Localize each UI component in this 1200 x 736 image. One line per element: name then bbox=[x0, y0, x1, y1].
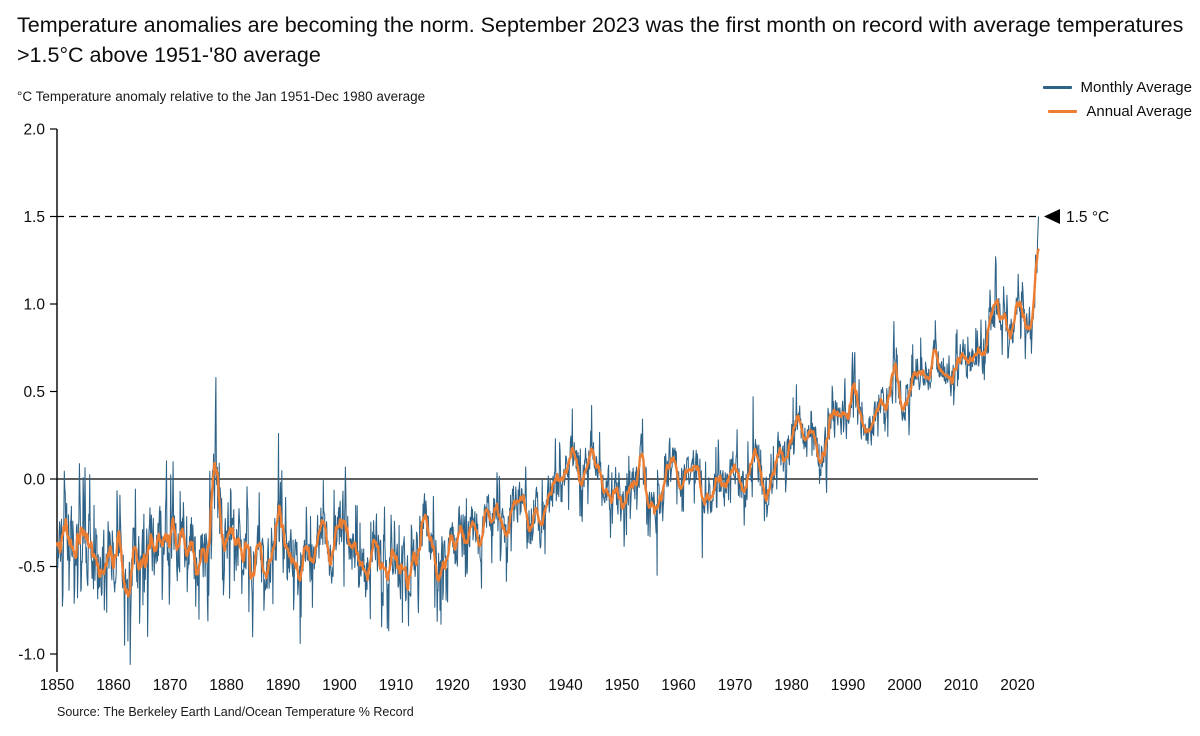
x-axis-tick-label: 1970 bbox=[718, 677, 753, 694]
legend-label-monthly: Monthly Average bbox=[1080, 79, 1192, 96]
x-axis-tick-label: 2020 bbox=[1000, 677, 1035, 694]
x-axis-tick-label: 2010 bbox=[944, 677, 979, 694]
page-title: Temperature anomalies are becoming the n… bbox=[17, 13, 1184, 67]
annual-line-swatch bbox=[1048, 110, 1078, 113]
x-axis-tick-label: 1870 bbox=[153, 677, 188, 694]
y-axis-tick-label: 1.5 bbox=[23, 209, 45, 226]
threshold-annotation-label: 1.5 °C bbox=[1066, 209, 1109, 226]
y-axis-tick-label: 0.0 bbox=[23, 472, 45, 489]
x-axis-tick-label: 1950 bbox=[605, 677, 640, 694]
x-axis-tick-label: 1910 bbox=[379, 677, 414, 694]
x-axis-tick-label: 1860 bbox=[96, 677, 131, 694]
annual-average-line bbox=[56, 248, 1040, 598]
legend-label-annual: Annual Average bbox=[1086, 103, 1192, 120]
x-axis-tick-label: 1880 bbox=[209, 677, 244, 694]
left-arrow-icon bbox=[1044, 209, 1060, 224]
monthly-average-line bbox=[56, 216, 1040, 666]
x-axis-tick-label: 1890 bbox=[266, 677, 301, 694]
y-axis-tick-label: 0.5 bbox=[23, 384, 45, 401]
legend-item-annual: Annual Average bbox=[1043, 103, 1192, 120]
x-axis-tick-label: 1920 bbox=[435, 677, 470, 694]
y-axis-tick-label: 1.0 bbox=[23, 297, 45, 314]
x-axis-tick-label: 1960 bbox=[661, 677, 696, 694]
y-axis-tick-label: -0.5 bbox=[18, 559, 45, 576]
y-axis-tick-label: -1.0 bbox=[18, 647, 45, 664]
chart-legend: Monthly Average Annual Average bbox=[1042, 79, 1192, 120]
x-axis-tick-label: 1940 bbox=[548, 677, 583, 694]
monthly-line-swatch bbox=[1042, 86, 1072, 89]
x-axis-tick-label: 1900 bbox=[322, 677, 357, 694]
source-note: Source: The Berkeley Earth Land/Ocean Te… bbox=[57, 705, 414, 719]
x-axis-tick-label: 1930 bbox=[492, 677, 527, 694]
y-axis-tick-label: 2.0 bbox=[23, 122, 45, 139]
x-axis-tick-label: 2000 bbox=[887, 677, 922, 694]
x-axis-tick-label: 1980 bbox=[774, 677, 809, 694]
y-axis-unit-label: °C Temperature anomaly relative to the J… bbox=[17, 89, 426, 104]
x-axis-tick-label: 1850 bbox=[40, 677, 75, 694]
legend-item-monthly: Monthly Average bbox=[1042, 79, 1192, 96]
x-axis-tick-label: 1990 bbox=[831, 677, 866, 694]
